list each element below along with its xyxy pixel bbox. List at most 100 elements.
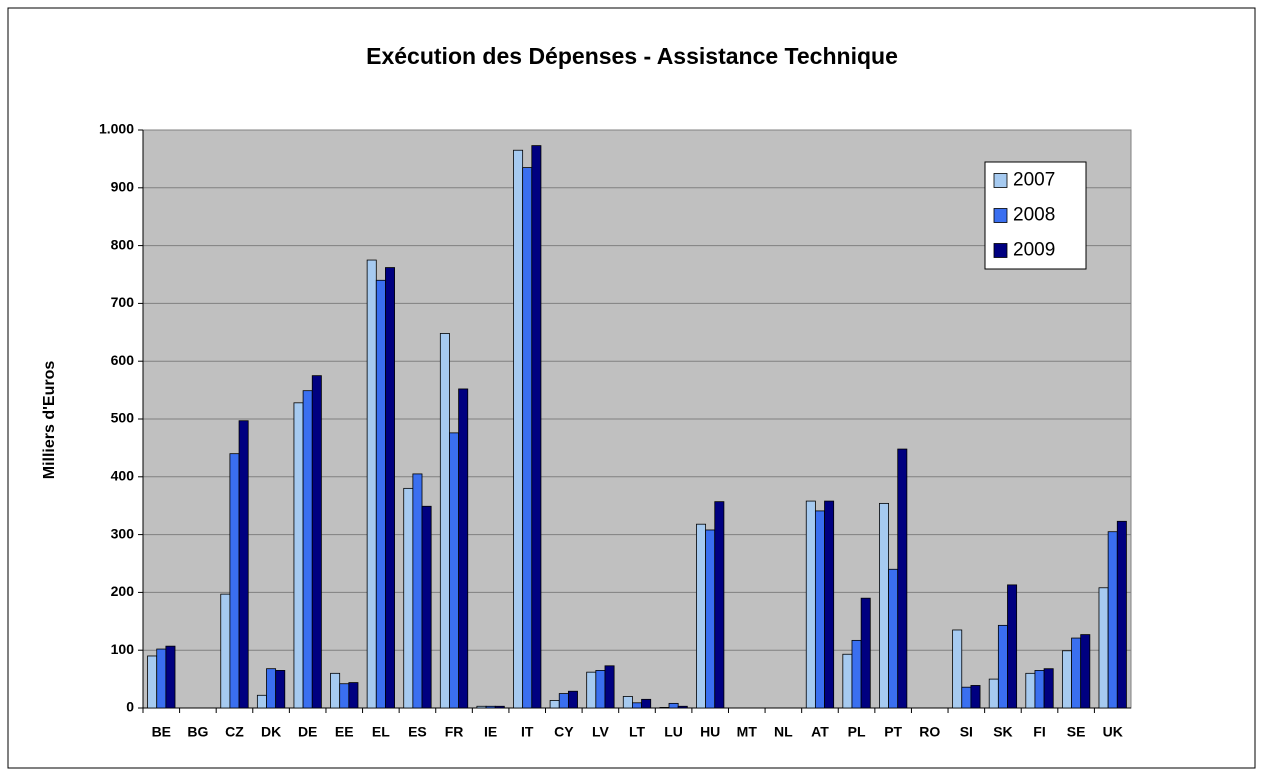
bar xyxy=(494,705,505,709)
bar xyxy=(988,678,999,709)
x-tick-label: SI xyxy=(960,724,973,740)
x-tick-label: EE xyxy=(335,724,354,740)
y-tick-label: 0 xyxy=(126,699,134,715)
x-tick-label: FR xyxy=(445,724,464,740)
x-tick-label: IT xyxy=(521,724,534,740)
bar xyxy=(1043,668,1054,709)
x-tick-label: LV xyxy=(592,724,610,740)
bar xyxy=(339,683,350,709)
x-tick-label: PL xyxy=(848,724,866,740)
legend-swatch xyxy=(993,173,1008,188)
bar xyxy=(403,487,414,709)
bar xyxy=(860,597,871,709)
bar xyxy=(842,653,853,709)
x-tick-label: EL xyxy=(372,724,390,740)
bar xyxy=(256,694,267,709)
y-tick-label: 600 xyxy=(111,352,135,368)
bar xyxy=(888,568,899,709)
x-tick-label: CY xyxy=(554,724,574,740)
bar xyxy=(1007,584,1018,709)
x-tick-label: BG xyxy=(187,724,208,740)
x-tick-label: FI xyxy=(1033,724,1045,740)
x-tick-label: LT xyxy=(629,724,646,740)
bar xyxy=(997,624,1008,709)
bar xyxy=(677,705,688,709)
bar xyxy=(622,696,633,709)
bar xyxy=(705,529,716,709)
legend-label: 2007 xyxy=(1013,170,1055,191)
x-tick-label: MT xyxy=(737,724,758,740)
bar xyxy=(449,432,460,709)
bar xyxy=(641,698,652,709)
legend-label: 2009 xyxy=(1013,240,1055,261)
bar xyxy=(567,690,578,709)
bar xyxy=(421,505,432,709)
bar xyxy=(851,639,862,709)
bar xyxy=(549,700,560,709)
x-tick-label: IE xyxy=(484,724,497,740)
bar xyxy=(385,267,395,709)
x-tick-label: ES xyxy=(408,724,427,740)
bar xyxy=(1061,650,1072,709)
bar xyxy=(485,705,496,709)
bar xyxy=(659,707,670,709)
bar xyxy=(1034,670,1045,709)
bar xyxy=(311,375,322,709)
bar xyxy=(805,500,816,709)
bar xyxy=(439,333,450,709)
bar xyxy=(696,523,707,709)
y-tick-label: 100 xyxy=(111,641,135,657)
bar xyxy=(366,259,377,709)
bar xyxy=(961,686,972,709)
x-tick-label: DE xyxy=(298,724,317,740)
bar xyxy=(632,702,642,709)
bar xyxy=(970,685,981,709)
bar xyxy=(714,501,725,709)
bar xyxy=(1107,531,1118,709)
y-tick-label: 900 xyxy=(111,179,135,195)
bar xyxy=(476,705,487,709)
x-tick-label: BE xyxy=(152,724,171,740)
y-tick-label: 700 xyxy=(111,294,135,310)
legend-swatch xyxy=(993,243,1008,258)
bar xyxy=(238,420,249,709)
y-tick-label: 300 xyxy=(111,525,135,541)
bar xyxy=(824,500,835,709)
y-tick-label: 200 xyxy=(111,583,135,599)
bar xyxy=(266,668,277,709)
bar xyxy=(412,473,423,709)
bar xyxy=(522,167,533,709)
bar xyxy=(348,682,359,709)
x-tick-label: SK xyxy=(993,724,1012,740)
bar xyxy=(1116,520,1127,709)
bar xyxy=(952,629,963,709)
bar xyxy=(1080,634,1091,709)
bar xyxy=(595,670,606,709)
legend-swatch xyxy=(993,208,1008,223)
bar xyxy=(897,448,908,709)
bar xyxy=(458,388,469,709)
bar xyxy=(879,502,889,709)
bar xyxy=(330,672,341,709)
bar xyxy=(586,671,597,709)
x-tick-label: RO xyxy=(919,724,940,740)
x-tick-label: LU xyxy=(664,724,683,740)
bar xyxy=(156,648,167,709)
bar xyxy=(531,145,542,709)
x-tick-label: UK xyxy=(1103,724,1123,740)
bar xyxy=(147,655,158,709)
bar xyxy=(814,510,825,709)
legend-label: 2008 xyxy=(1013,205,1055,226)
y-tick-label: 400 xyxy=(111,468,135,484)
bar xyxy=(165,645,176,709)
bar xyxy=(668,702,679,709)
bar xyxy=(1071,637,1082,709)
bar xyxy=(275,670,286,709)
x-tick-label: DK xyxy=(261,724,281,740)
y-tick-label: 500 xyxy=(111,410,135,426)
x-tick-label: HU xyxy=(700,724,720,740)
bar xyxy=(302,390,313,709)
bar xyxy=(1098,587,1109,709)
bar xyxy=(229,453,240,709)
